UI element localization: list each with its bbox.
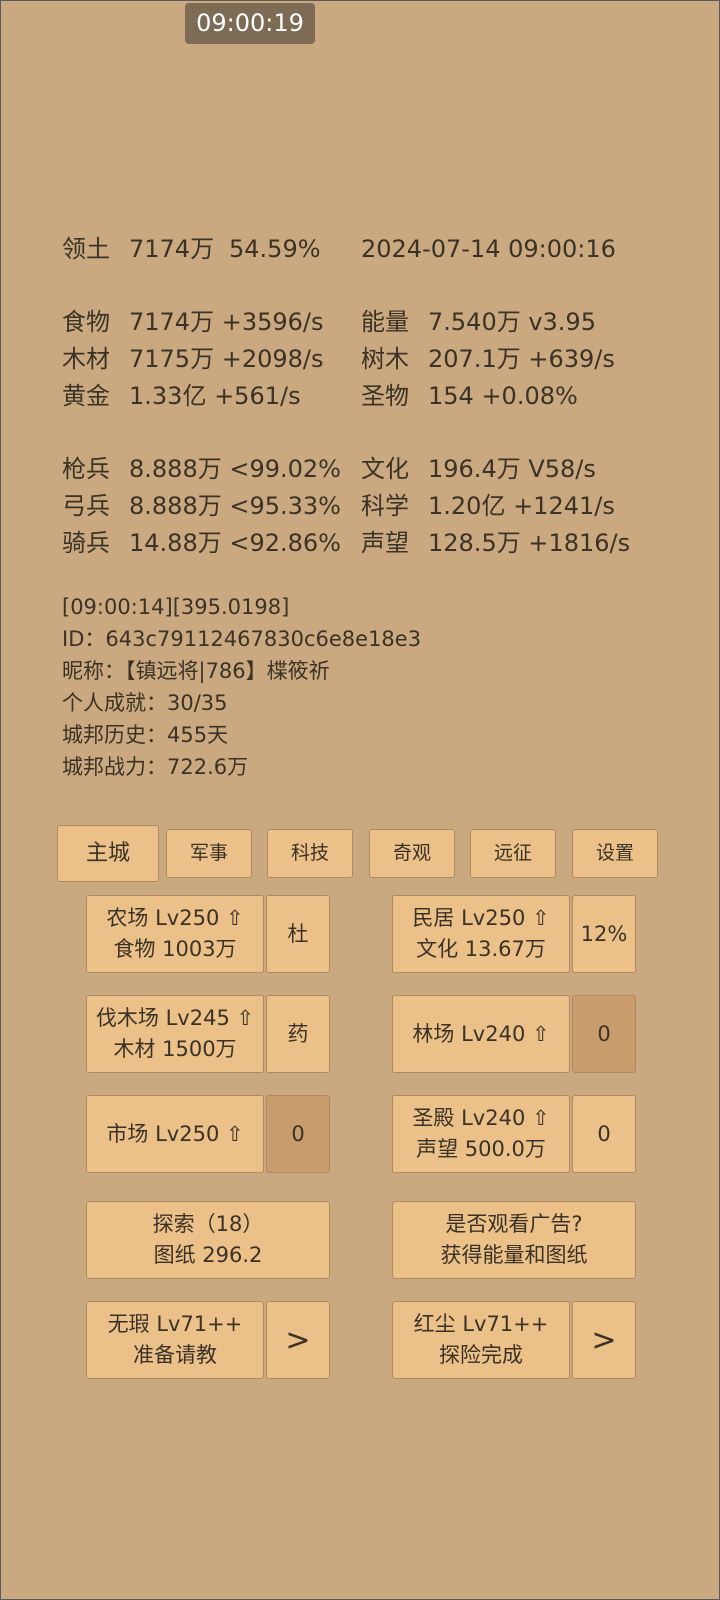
building-button[interactable]: 市场 Lv250 ⇧ (86, 1095, 264, 1173)
button-text: 获得能量和图纸 (440, 1243, 588, 1267)
tab-button[interactable]: 军事 (166, 829, 252, 878)
resource-value: 8.888万 <99.02% (129, 455, 341, 483)
resource-value: 7174万 +3596/s (129, 308, 324, 336)
resource-label: 圣物 (361, 382, 409, 410)
resource-label: 黄金 (62, 382, 110, 410)
button-text: 圣殿 Lv240 ⇧ (412, 1106, 550, 1130)
resource-label: 文化 (361, 455, 409, 483)
resource-label: 能量 (361, 308, 409, 336)
territory-percent: 54.59% (229, 235, 321, 263)
resource-value: 14.88万 <92.86% (129, 529, 341, 557)
territory-value: 7174万 (129, 235, 215, 263)
territory-label: 领土 (62, 235, 110, 263)
side-button[interactable]: 0 (266, 1095, 330, 1173)
resource-label: 食物 (62, 308, 110, 336)
resource-value: 1.20亿 +1241/s (428, 492, 615, 520)
button-text: 农场 Lv250 ⇧ (106, 906, 244, 930)
resource-value: 8.888万 <95.33% (129, 492, 341, 520)
resource-label: 木材 (62, 345, 110, 373)
button-text: 伐木场 Lv245 ⇧ (95, 1006, 255, 1030)
button-text: 探索（18） (152, 1212, 264, 1236)
building-button[interactable]: 无瑕 Lv71++ 准备请教 (86, 1301, 264, 1379)
button-text: 文化 13.67万 (416, 937, 546, 961)
building-button[interactable]: 探索（18） 图纸 296.2 (86, 1201, 330, 1279)
button-text: 声望 500.0万 (416, 1137, 546, 1161)
building-button[interactable]: 是否观看广告? 获得能量和图纸 (392, 1201, 636, 1279)
resource-value: 154 +0.08% (428, 382, 578, 410)
button-text: 红尘 Lv71++ (413, 1312, 549, 1336)
building-button[interactable]: 圣殿 Lv240 ⇧ 声望 500.0万 (392, 1095, 570, 1173)
clock: 09:00:19 (185, 3, 315, 44)
resource-label: 科学 (361, 492, 409, 520)
side-button[interactable]: > (572, 1301, 636, 1379)
tab-button[interactable]: 主城 (57, 825, 159, 882)
info-line: [09:00:14][395.0198] (62, 595, 290, 619)
button-text: 探险完成 (439, 1343, 523, 1367)
info-line: 个人成就：30/35 (62, 691, 228, 715)
info-line: 城邦历史：455天 (62, 723, 229, 747)
side-button[interactable]: 0 (572, 995, 636, 1073)
building-button[interactable]: 林场 Lv240 ⇧ (392, 995, 570, 1073)
button-text: 市场 Lv250 ⇧ (106, 1121, 244, 1146)
side-button[interactable]: > (266, 1301, 330, 1379)
resource-label: 枪兵 (62, 455, 110, 483)
tab-button[interactable]: 设置 (572, 829, 658, 878)
tab-button[interactable]: 远征 (470, 829, 556, 878)
resource-label: 弓兵 (62, 492, 110, 520)
resource-value: 207.1万 +639/s (428, 345, 615, 373)
side-button[interactable]: 0 (572, 1095, 636, 1173)
button-text: 图纸 296.2 (153, 1243, 263, 1267)
button-text: 林场 Lv240 ⇧ (412, 1021, 550, 1046)
tab-button[interactable]: 科技 (267, 829, 353, 878)
resource-value: 1.33亿 +561/s (129, 382, 301, 410)
side-button[interactable]: 杜 (266, 895, 330, 973)
button-text: 食物 1003万 (113, 937, 237, 961)
button-text: 无瑕 Lv71++ (107, 1312, 243, 1336)
info-line: 昵称：【镇远将|786】楪筱祈 (62, 659, 330, 683)
resource-value: 7175万 +2098/s (129, 345, 324, 373)
button-text: 木材 1500万 (113, 1037, 237, 1061)
side-button[interactable]: 药 (266, 995, 330, 1073)
building-button[interactable]: 民居 Lv250 ⇧ 文化 13.67万 (392, 895, 570, 973)
building-button[interactable]: 红尘 Lv71++ 探险完成 (392, 1301, 570, 1379)
resource-value: 196.4万 V58/s (428, 455, 596, 483)
resource-label: 声望 (361, 529, 409, 557)
resource-value: 128.5万 +1816/s (428, 529, 631, 557)
tab-button[interactable]: 奇观 (369, 829, 455, 878)
building-button[interactable]: 伐木场 Lv245 ⇧ 木材 1500万 (86, 995, 264, 1073)
side-button[interactable]: 12% (572, 895, 636, 973)
info-line: 城邦战力：722.6万 (62, 755, 249, 779)
resource-value: 7.540万 v3.95 (428, 308, 596, 336)
datetime: 2024-07-14 09:00:16 (361, 235, 616, 263)
button-text: 是否观看广告? (445, 1212, 583, 1236)
button-text: 民居 Lv250 ⇧ (412, 906, 550, 930)
building-button[interactable]: 农场 Lv250 ⇧ 食物 1003万 (86, 895, 264, 973)
resource-label: 树木 (361, 345, 409, 373)
resource-label: 骑兵 (62, 529, 110, 557)
button-text: 准备请教 (133, 1343, 217, 1367)
info-line: ID：643c79112467830c6e8e18e3 (62, 627, 422, 651)
